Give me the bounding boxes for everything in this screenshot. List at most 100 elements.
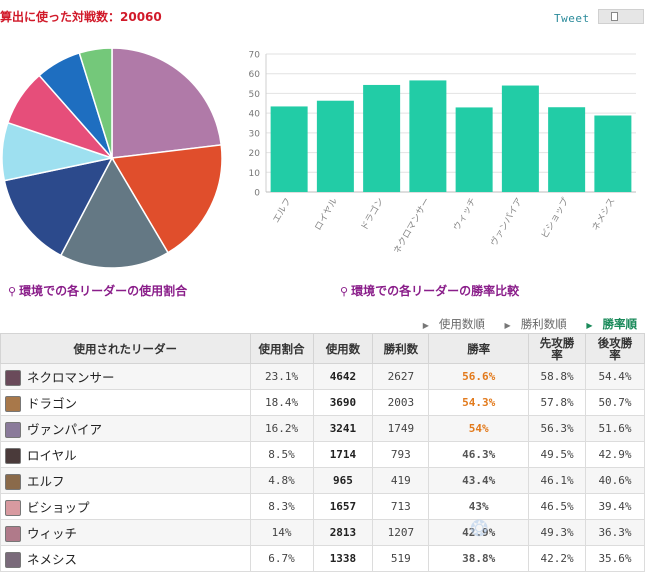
pie-slice-3 [3, 156, 114, 257]
pie-slice-1 [110, 144, 223, 254]
header-first-winrate: 先攻勝率 [528, 333, 587, 364]
leader-avatar [5, 500, 21, 517]
bar-7 [594, 115, 632, 192]
page-title: 算出に使った対戦数：20060 [0, 10, 162, 24]
games-cell: 1657 [312, 493, 374, 520]
tweet-link[interactable]: Tweet [554, 12, 590, 25]
table-header-row: 使用されたリーダー 使用割合 使用数 勝利数 勝率 先攻勝率 後攻勝率 [0, 333, 645, 364]
table-row: ロイヤル 8.5% 1714 793 46.3% 49.5% 42.9% [0, 441, 645, 468]
leader-name: ネメシス [27, 551, 78, 567]
games-cell: 965 [312, 467, 374, 494]
leader-cell: ヴァンパイア [0, 415, 251, 442]
pie-chart-caption: ⚲ 環境での各リーダーの使用割合 [8, 284, 188, 298]
wins-cell: 2003 [372, 389, 430, 416]
usage-rate-cell: 18.4% [249, 389, 314, 416]
header-usage-rate: 使用割合 [249, 333, 314, 364]
location-pin-icon: ⚲ [8, 285, 17, 298]
y-tick-label-0: 0 [254, 189, 260, 199]
first-winrate-cell: 49.5% [528, 441, 587, 468]
games-cell: 4642 [312, 363, 374, 390]
triangle-right-icon: ▶ [422, 321, 429, 330]
usage-rate-cell: 6.7% [249, 545, 314, 572]
x-tick-label-0: エルフ [272, 197, 294, 225]
leader-stats-table: 使用されたリーダー 使用割合 使用数 勝利数 勝率 先攻勝率 後攻勝率 ネクロマ… [0, 333, 645, 572]
winrate-cell: 43.4% [428, 467, 530, 494]
table-row: ネクロマンサー 23.1% 4642 2627 56.6% 58.8% 54.4% [0, 363, 645, 390]
leader-avatar [5, 448, 21, 465]
bar-5 [501, 85, 539, 192]
winrate-cell: 54% [428, 415, 530, 442]
sort-by-games[interactable]: ▶ 使用数順 [422, 317, 485, 331]
leader-avatar [5, 552, 21, 569]
games-cell: 1338 [312, 545, 374, 572]
leader-name: ロイヤル [27, 447, 77, 463]
second-winrate-cell: 35.6% [585, 545, 645, 572]
table-row: エルフ 4.8% 965 419 43.4% 46.1% 40.6% [0, 467, 645, 494]
x-tick-label-2: ドラゴン [358, 196, 386, 233]
leader-name: ウィッチ [27, 525, 78, 541]
wins-cell: 1207 [372, 519, 430, 546]
second-winrate-cell: 36.3% [585, 519, 645, 546]
sort-options: ▶ 使用数順 ▶ 勝利数順 ▶ 勝率順 [407, 316, 637, 332]
usage-rate-cell: 4.8% [249, 467, 314, 494]
games-cell: 2813 [312, 519, 374, 546]
share-doc-icon [611, 12, 618, 21]
usage-rate-cell: 14% [249, 519, 314, 546]
bar-4 [455, 107, 493, 192]
second-winrate-cell: 39.4% [585, 493, 645, 520]
first-winrate-cell: 49.3% [528, 519, 587, 546]
leader-cell: ウィッチ [0, 519, 251, 546]
leader-name: エルフ [27, 473, 65, 489]
y-tick-label-4: 40 [249, 110, 261, 120]
second-winrate-cell: 42.9% [585, 441, 645, 468]
usage-rate-cell: 8.5% [249, 441, 314, 468]
second-winrate-cell: 51.6% [585, 415, 645, 442]
leader-name: ヴァンパイア [27, 421, 103, 437]
y-tick-label-7: 70 [249, 51, 261, 61]
leader-cell: ネメシス [0, 545, 251, 572]
first-winrate-cell: 58.8% [528, 363, 587, 390]
games-cell: 3690 [312, 389, 374, 416]
first-winrate-cell: 46.1% [528, 467, 587, 494]
table-row: ドラゴン 18.4% 3690 2003 54.3% 57.8% 50.7% [0, 389, 645, 416]
usage-pie-chart [1, 47, 223, 269]
games-cell: 3241 [312, 415, 374, 442]
bar-3 [409, 80, 447, 192]
leader-avatar [5, 474, 21, 491]
leader-cell: ドラゴン [0, 389, 251, 416]
winrate-cell: 54.3% [428, 389, 530, 416]
location-pin-icon: ⚲ [340, 285, 349, 298]
header-winrate: 勝率 [428, 333, 530, 364]
winrate-cell: 42.9% [428, 519, 530, 546]
leader-cell: ロイヤル [0, 441, 251, 468]
second-winrate-cell: 50.7% [585, 389, 645, 416]
winrate-cell: 38.8% [428, 545, 530, 572]
pie-slice-7 [78, 47, 113, 159]
y-tick-label-5: 50 [249, 90, 261, 100]
header-leader: 使用されたリーダー [0, 333, 251, 364]
leader-name: ビショップ [27, 499, 90, 515]
first-winrate-cell: 57.8% [528, 389, 587, 416]
leader-cell: エルフ [0, 467, 251, 494]
leader-cell: ネクロマンサー [0, 363, 251, 390]
y-tick-label-2: 20 [249, 149, 261, 159]
triangle-right-icon: ▶ [586, 321, 593, 330]
table-row: ネメシス 6.7% 1338 519 38.8% 42.2% 35.6% [0, 545, 645, 572]
share-button[interactable] [598, 9, 644, 24]
bar-2 [363, 84, 401, 192]
games-cell: 1714 [312, 441, 374, 468]
leader-cell: ビショップ [0, 493, 251, 520]
wins-cell: 519 [372, 545, 430, 572]
leader-avatar [5, 526, 21, 543]
bar-6 [548, 107, 586, 192]
sort-by-wins[interactable]: ▶ 勝利数順 [504, 317, 567, 331]
x-tick-label-1: ロイヤル [313, 197, 340, 233]
x-tick-label-3: ネクロマンサー [391, 196, 432, 252]
winrate-bar-chart: 0 10 20 30 40 50 60 70 エルフ ロイヤル ドラゴン ネクロマンサー ウィッチ ヴァン… [249, 51, 636, 252]
usage-rate-cell: 8.3% [249, 493, 314, 520]
second-winrate-cell: 40.6% [585, 467, 645, 494]
leader-avatar [5, 396, 21, 413]
pie-slice-2 [59, 156, 170, 269]
table-row: ヴァンパイア 16.2% 3241 1749 54% 56.3% 51.6% [0, 415, 645, 442]
sort-by-winrate[interactable]: ▶ 勝率順 [586, 317, 637, 331]
